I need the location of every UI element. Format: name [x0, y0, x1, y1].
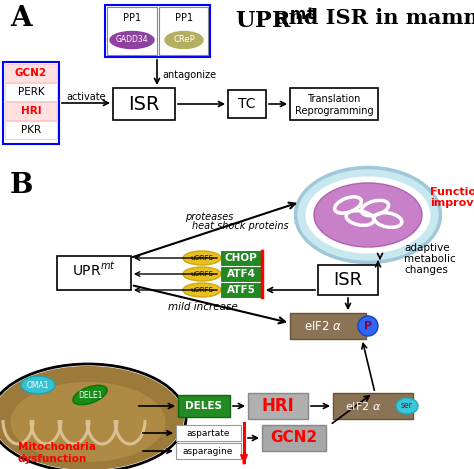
Text: proteases: proteases — [185, 212, 233, 222]
Ellipse shape — [358, 316, 378, 336]
Ellipse shape — [295, 167, 440, 263]
Bar — [5, 83, 57, 101]
Bar — [5, 121, 57, 139]
Bar — [3, 62, 59, 144]
Text: eIF2 $\alpha$: eIF2 $\alpha$ — [304, 319, 342, 333]
Bar — [318, 265, 378, 295]
Text: ISR: ISR — [333, 271, 363, 289]
Bar — [333, 393, 413, 419]
Bar — [113, 88, 175, 120]
Bar — [176, 425, 241, 441]
Text: GADD34: GADD34 — [116, 36, 148, 45]
Bar — [290, 88, 378, 120]
Bar — [176, 443, 241, 459]
Bar — [107, 7, 157, 55]
Text: heat shock proteins: heat shock proteins — [192, 221, 289, 231]
Text: dysfunction: dysfunction — [18, 454, 87, 464]
Ellipse shape — [10, 382, 165, 462]
Text: antagonize: antagonize — [162, 70, 216, 80]
Text: uORFS: uORFS — [191, 271, 213, 277]
Text: DELES: DELES — [185, 401, 222, 411]
Text: metabolic: metabolic — [404, 254, 456, 264]
Text: TC: TC — [238, 97, 256, 111]
Ellipse shape — [73, 385, 107, 405]
Text: Function: Function — [430, 187, 474, 197]
Ellipse shape — [110, 31, 154, 48]
Text: A: A — [10, 5, 32, 32]
Bar — [159, 7, 208, 55]
Bar — [57, 256, 131, 290]
Text: OMA1: OMA1 — [27, 380, 49, 389]
Bar — [105, 5, 210, 57]
Text: ATF4: ATF4 — [227, 269, 255, 279]
Text: eIF2 $\alpha$: eIF2 $\alpha$ — [345, 400, 381, 412]
Ellipse shape — [165, 31, 203, 48]
Text: uORFS: uORFS — [191, 287, 213, 293]
Bar — [262, 425, 326, 451]
Text: UPR$^{mt}$: UPR$^{mt}$ — [72, 261, 116, 279]
Ellipse shape — [396, 398, 418, 414]
Text: improvement: improvement — [430, 198, 474, 208]
Bar — [5, 64, 57, 82]
Text: CReP: CReP — [173, 36, 195, 45]
Bar — [221, 251, 261, 265]
Bar — [5, 102, 57, 120]
Text: changes: changes — [404, 265, 448, 275]
Bar — [248, 393, 308, 419]
Text: GCN2: GCN2 — [15, 68, 47, 78]
Text: ATF5: ATF5 — [227, 285, 255, 295]
Text: DELE1: DELE1 — [78, 391, 102, 400]
Ellipse shape — [183, 251, 221, 265]
Text: PERK: PERK — [18, 87, 44, 97]
Text: CHOP: CHOP — [225, 253, 257, 263]
Text: uORFS: uORFS — [191, 255, 213, 261]
Bar — [221, 283, 261, 297]
Text: GCN2: GCN2 — [271, 431, 318, 446]
Text: PP1: PP1 — [123, 13, 141, 23]
Bar — [221, 267, 261, 281]
Ellipse shape — [183, 267, 221, 281]
Bar — [290, 313, 366, 339]
Text: HRI: HRI — [262, 397, 294, 415]
Text: mild increase: mild increase — [168, 302, 238, 312]
Ellipse shape — [21, 376, 55, 394]
Ellipse shape — [306, 176, 430, 254]
Text: Translation: Translation — [307, 94, 361, 104]
Text: B: B — [10, 172, 33, 199]
Text: P: P — [364, 321, 372, 331]
Text: Mitochondria: Mitochondria — [18, 442, 96, 452]
Text: activate: activate — [66, 92, 106, 102]
Text: UPR$^{\mathbf{mt}}$: UPR$^{\mathbf{mt}}$ — [235, 8, 315, 33]
Ellipse shape — [0, 366, 184, 469]
Text: and ISR in mammals: and ISR in mammals — [275, 8, 474, 28]
Text: PKR: PKR — [21, 125, 41, 135]
Ellipse shape — [314, 183, 422, 247]
Bar — [178, 395, 230, 417]
Text: adaptive: adaptive — [404, 243, 450, 253]
Text: asparagine: asparagine — [183, 446, 233, 455]
Text: HRI: HRI — [21, 106, 41, 116]
Text: ser: ser — [401, 401, 413, 410]
Text: Reprogramming: Reprogramming — [295, 106, 374, 116]
Text: aspartate: aspartate — [186, 429, 230, 438]
Bar — [228, 90, 266, 118]
Text: ISR: ISR — [128, 94, 160, 113]
Text: PP1: PP1 — [175, 13, 193, 23]
Ellipse shape — [183, 283, 221, 297]
